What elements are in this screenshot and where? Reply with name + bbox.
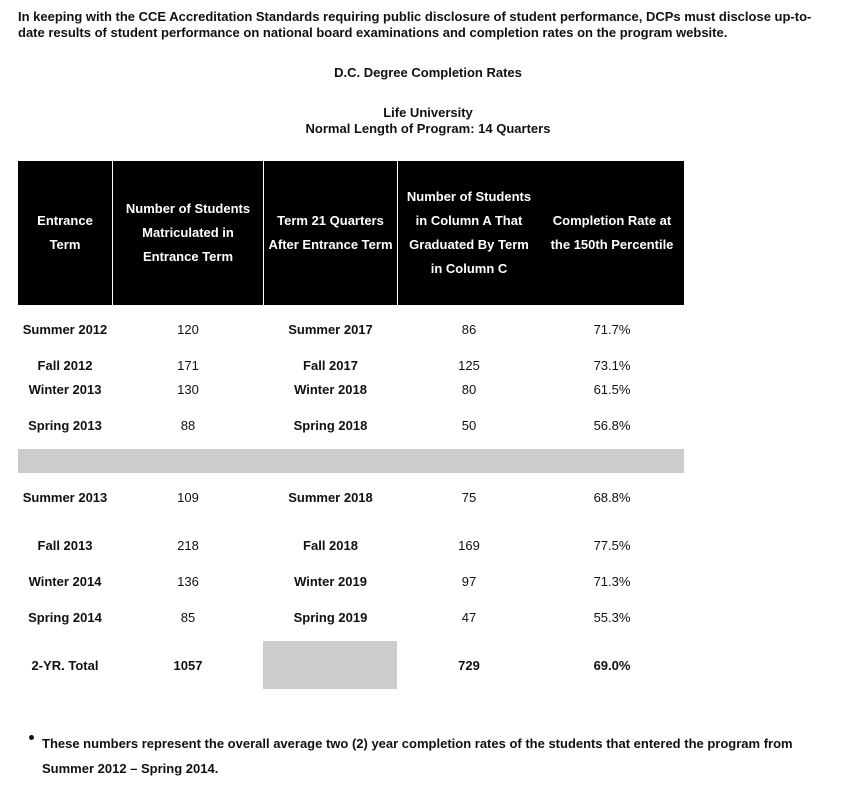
- separator: [18, 449, 684, 473]
- table-cell: 130: [177, 381, 199, 397]
- university: Life University: [383, 105, 473, 120]
- table-cell: 50: [461, 417, 477, 433]
- table-cell: Fall 2017: [303, 357, 358, 373]
- table-cell: Summer 2018: [288, 489, 373, 505]
- table-cell: Summer 2013: [22, 489, 108, 505]
- table-cell: 125: [458, 357, 480, 373]
- table-cell: 109: [177, 489, 199, 505]
- table-cell: 61.5%: [593, 381, 631, 397]
- table-cell: 71.3%: [593, 573, 631, 589]
- table-cell: Winter 2013: [28, 381, 102, 397]
- table-cell: 80: [461, 381, 477, 397]
- intro: In keeping with the CCE Accreditation St…: [18, 9, 812, 40]
- table-cell: Winter 2019: [294, 573, 367, 589]
- header-cell: Number of Students in Column A That Grad…: [398, 161, 540, 305]
- total-cell: 729: [458, 657, 480, 673]
- table-cell: 56.8%: [593, 417, 631, 433]
- table-cell: Spring 2019: [293, 609, 368, 625]
- table-cell: 136: [177, 573, 199, 589]
- table-cell: 120: [177, 321, 199, 337]
- table-cell: 73.1%: [593, 357, 631, 373]
- table-cell: 47: [461, 609, 477, 625]
- table-cell: 71.7%: [593, 321, 631, 337]
- note: These numbers represent the overall aver…: [42, 736, 793, 776]
- table-cell: Summer 2017: [288, 321, 373, 337]
- empty-cell: [263, 641, 397, 689]
- table-cell: 218: [177, 537, 199, 553]
- title: D.C. Degree Completion Rates: [334, 65, 522, 80]
- program-length: Normal Length of Program: 14 Quarters: [305, 121, 551, 136]
- total-cell: 1057: [173, 657, 203, 673]
- table-cell: 88: [180, 417, 196, 433]
- table-cell: 171: [177, 357, 199, 373]
- table-cell: 77.5%: [593, 537, 631, 553]
- table-cell: 55.3%: [593, 609, 631, 625]
- table-cell: Summer 2012: [22, 321, 108, 337]
- table-cell: 169: [458, 537, 480, 553]
- table-cell: Winter 2018: [294, 381, 367, 397]
- header-cell: Completion Rate at the 150th Percentile: [540, 161, 684, 305]
- total-cell: 69.0%: [593, 657, 631, 673]
- table-cell: Winter 2014: [28, 573, 102, 589]
- table-cell: Fall 2012: [37, 357, 93, 373]
- table-cell: 75: [461, 489, 477, 505]
- table-cell: 86: [461, 321, 477, 337]
- header-cell: Entrance Term: [18, 161, 112, 305]
- table-cell: Spring 2013: [28, 417, 102, 433]
- table-cell: 68.8%: [593, 489, 631, 505]
- header-cell: Term 21 Quarters After Entrance Term: [264, 161, 397, 305]
- table-cell: Fall 2013: [37, 537, 93, 553]
- bullet: [29, 735, 34, 740]
- table-cell: Spring 2014: [28, 609, 102, 625]
- table-cell: Spring 2018: [293, 417, 368, 433]
- table-cell: 85: [180, 609, 196, 625]
- table-cell: 97: [461, 573, 477, 589]
- header-cell: Number of Students Matriculated in Entra…: [113, 161, 263, 305]
- table-cell: Fall 2018: [303, 537, 358, 553]
- total-cell: 2-YR. Total: [31, 657, 99, 673]
